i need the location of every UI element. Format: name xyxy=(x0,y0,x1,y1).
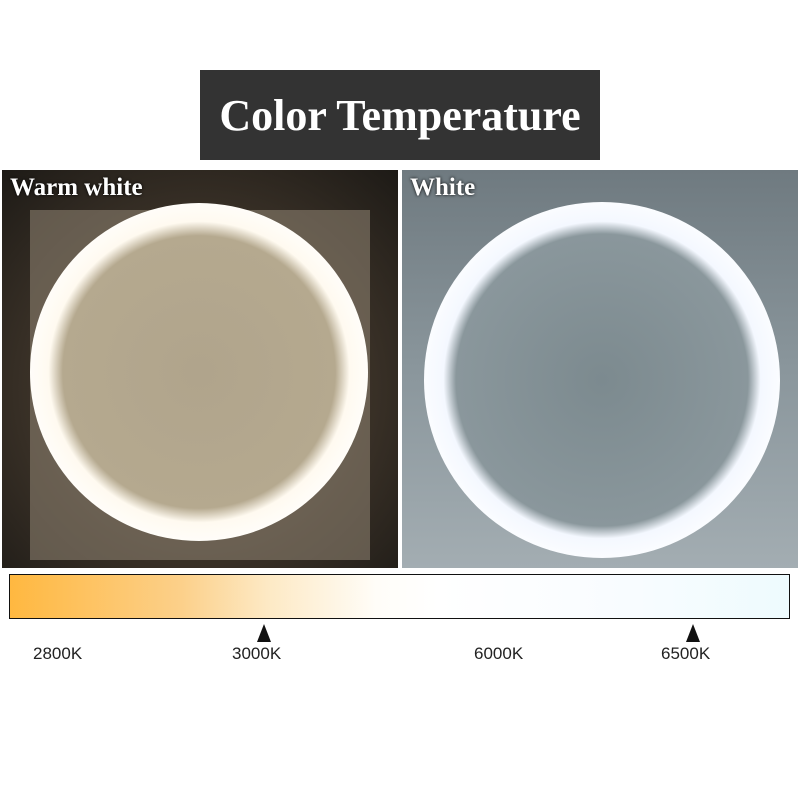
marker-arrow-6500k xyxy=(686,624,700,642)
title: Color Temperature xyxy=(219,90,581,140)
white-label: White xyxy=(410,174,476,201)
warm-ring-light xyxy=(30,203,368,541)
tick-2800k: 2800K xyxy=(33,644,83,663)
white-photo: White xyxy=(402,170,798,568)
title-banner: Color Temperature xyxy=(200,70,600,160)
tick-6000k: 6000K xyxy=(474,644,524,663)
tick-3000k: 3000K xyxy=(232,644,282,663)
tick-6500k: 6500K xyxy=(661,644,711,663)
warm-white-label: Warm white xyxy=(10,174,143,201)
marker-arrow-3000k xyxy=(257,624,271,642)
color-temperature-gradient-bar xyxy=(9,574,790,619)
white-ring-light xyxy=(424,202,780,558)
warm-white-photo: Warm white xyxy=(2,170,398,568)
